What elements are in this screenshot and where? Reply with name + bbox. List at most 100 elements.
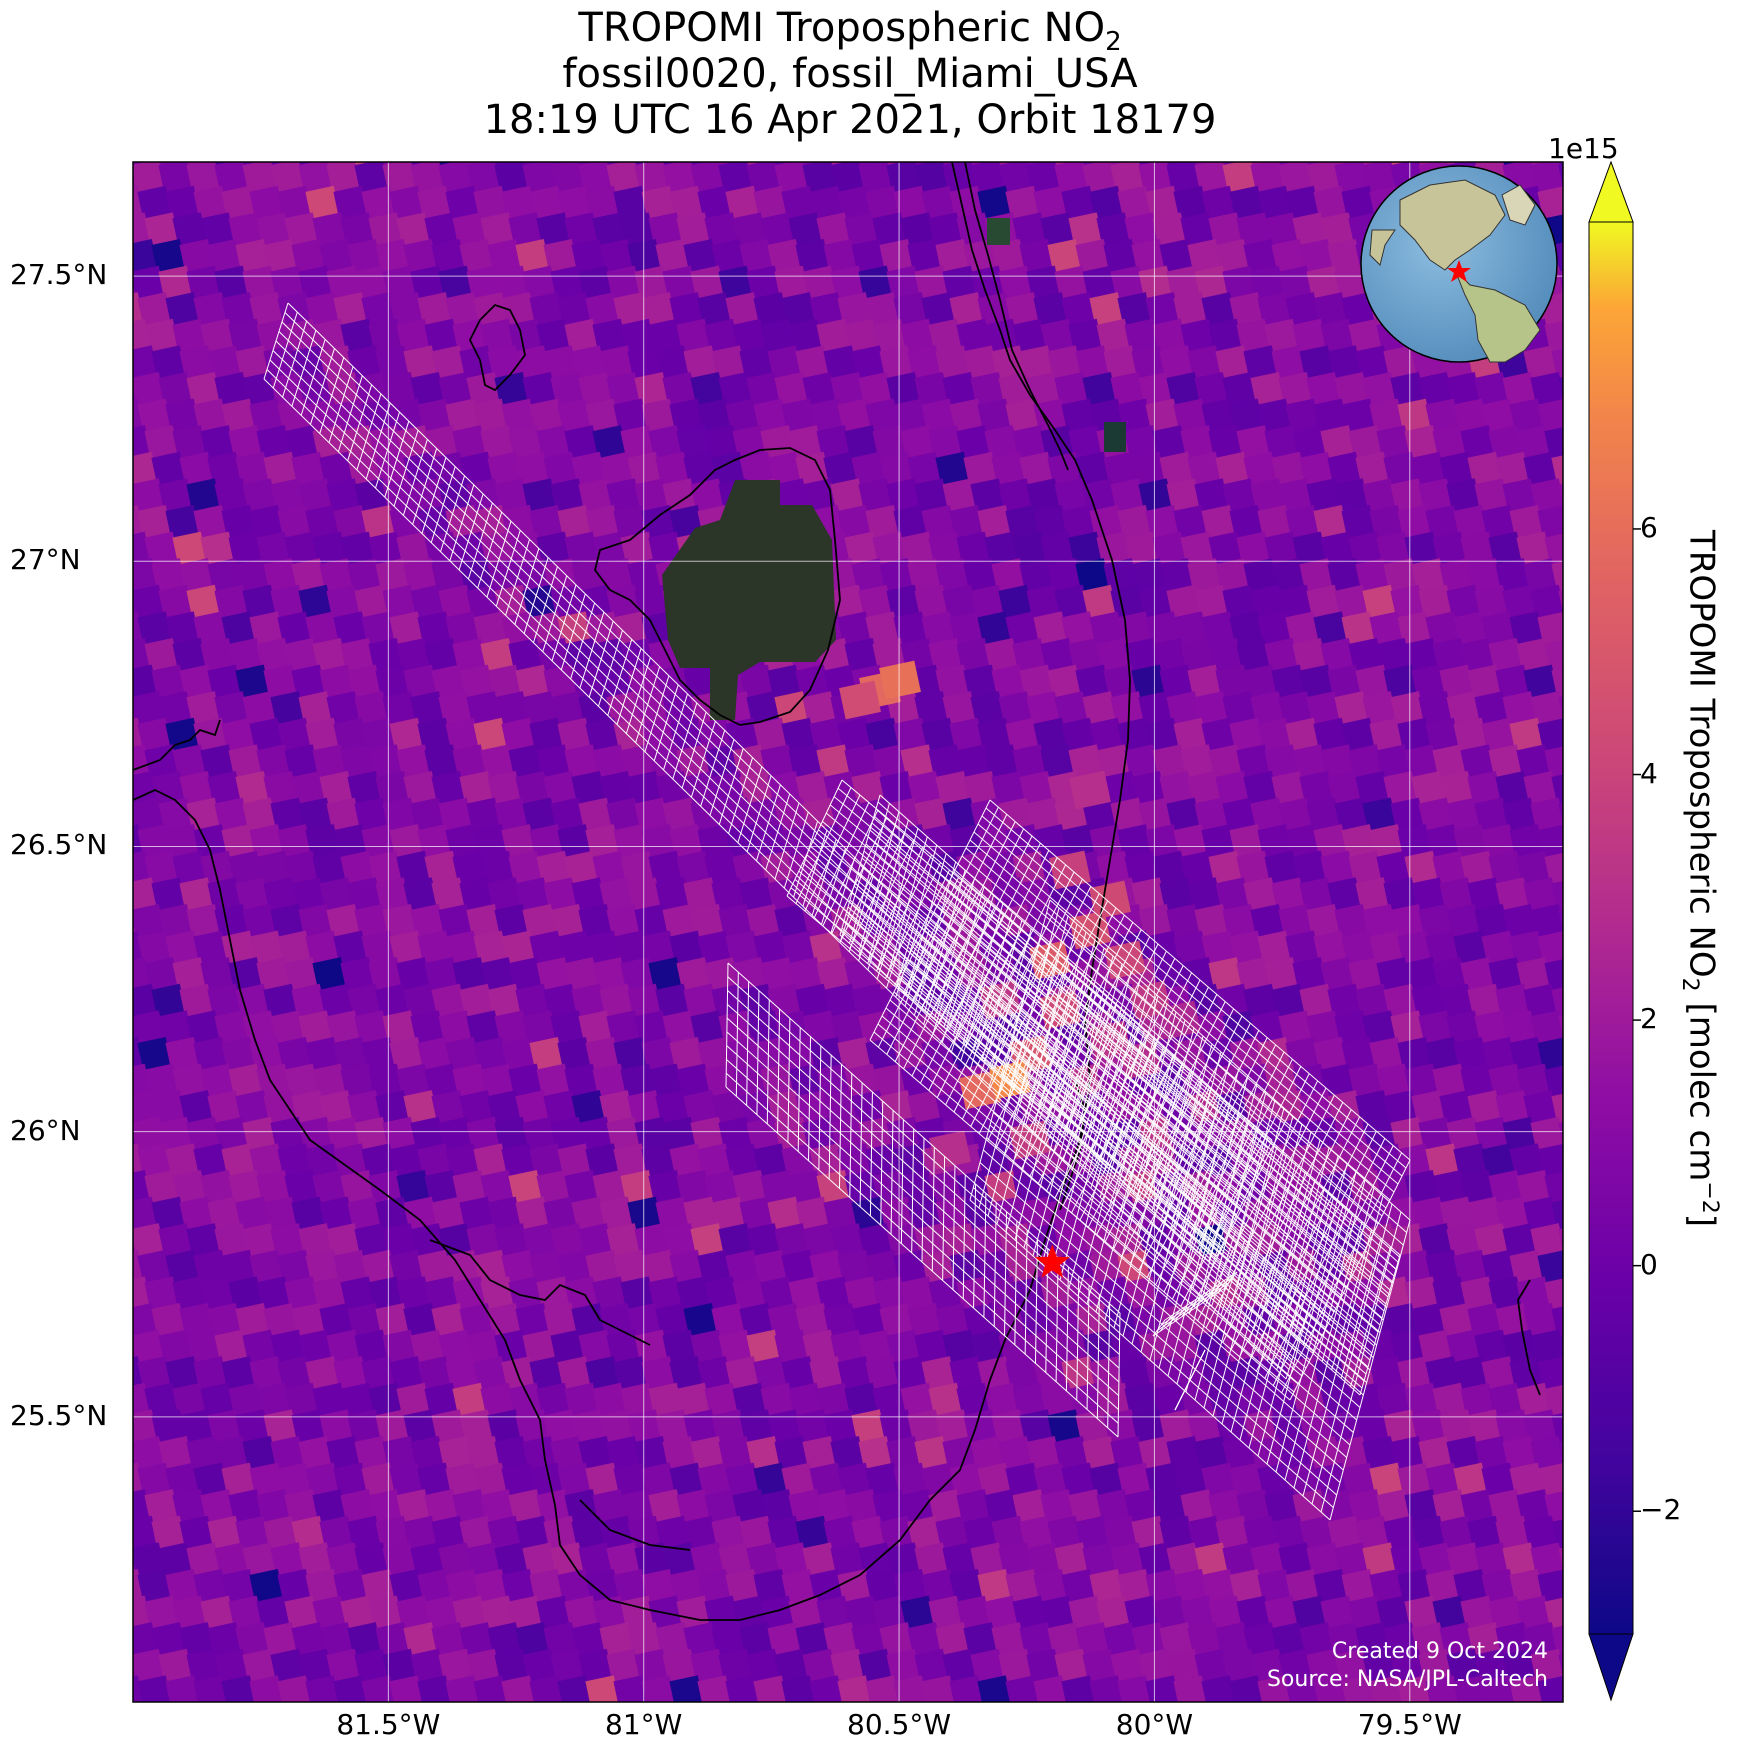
no2-pixel bbox=[438, 265, 473, 300]
no2-pixel bbox=[893, 504, 928, 539]
no2-pixel bbox=[984, 1701, 1019, 1702]
no2-pixel bbox=[277, 504, 312, 539]
no2-pixel bbox=[1684, 319, 1718, 352]
no2-pixel bbox=[1047, 558, 1082, 592]
no2-pixel bbox=[1264, 1701, 1299, 1702]
no2-pixel bbox=[1215, 664, 1250, 699]
no2-pixel bbox=[543, 664, 578, 699]
no2-pixel bbox=[1320, 212, 1355, 246]
no2-pixel bbox=[172, 744, 207, 778]
no2-pixel bbox=[865, 185, 900, 220]
no2-pixel bbox=[718, 162, 753, 193]
no2-pixel bbox=[445, 292, 480, 326]
credits-created: Created 9 Oct 2024 bbox=[1331, 1639, 1548, 1664]
no2-pixel bbox=[172, 1701, 207, 1702]
no2-pixel bbox=[186, 584, 221, 619]
no2-pixel bbox=[781, 185, 816, 220]
no2-pixel bbox=[1537, 717, 1563, 752]
colorbar-tick-label: 2 bbox=[1640, 1002, 1658, 1036]
no2-pixel bbox=[725, 1675, 760, 1702]
no2-pixel bbox=[907, 345, 942, 379]
no2-pixel bbox=[1250, 584, 1285, 619]
credits-source: Source: NASA/JPL-Caltech bbox=[1266, 1667, 1548, 1692]
no2-pixel bbox=[179, 770, 214, 805]
no2-pixel bbox=[200, 1701, 235, 1702]
no2-pixel bbox=[1642, 691, 1676, 724]
no2-pixel bbox=[1467, 451, 1502, 486]
colorbar-tick-label: 0 bbox=[1640, 1247, 1658, 1281]
no2-pixel bbox=[837, 504, 872, 539]
no2-pixel bbox=[1026, 478, 1061, 512]
no2-pixel bbox=[648, 531, 683, 566]
no2-pixel bbox=[844, 531, 879, 566]
no2-pixel bbox=[389, 185, 424, 220]
no2-pixel bbox=[1635, 239, 1669, 272]
no2-pixel bbox=[256, 212, 291, 246]
no2-pixel bbox=[1544, 744, 1563, 778]
no2-pixel bbox=[263, 664, 298, 699]
no2-pixel bbox=[249, 292, 284, 326]
no2-pixel bbox=[907, 162, 942, 167]
no2-pixel bbox=[564, 212, 599, 246]
no2-pixel bbox=[508, 212, 543, 246]
no2-pixel bbox=[1033, 398, 1068, 433]
no2-pixel bbox=[1397, 717, 1432, 752]
no2-pixel bbox=[998, 265, 1033, 300]
no2-pixel bbox=[725, 717, 760, 752]
no2-pixel bbox=[133, 162, 165, 193]
no2-pixel bbox=[1684, 1596, 1718, 1629]
no2-pixel bbox=[445, 185, 480, 220]
no2-pixel bbox=[1663, 133, 1697, 166]
no2-pixel bbox=[1138, 584, 1173, 619]
no2-pixel bbox=[144, 318, 179, 353]
no2-pixel bbox=[88, 532, 122, 565]
no2-pixel bbox=[802, 162, 837, 193]
no2-pixel bbox=[133, 770, 158, 805]
no2-pixel bbox=[886, 371, 921, 406]
no2-pixel bbox=[767, 162, 802, 167]
no2-pixel bbox=[998, 478, 1033, 512]
no2-pixel bbox=[277, 611, 312, 645]
no2-pixel bbox=[585, 292, 620, 326]
no2-pixel bbox=[221, 292, 256, 326]
no2-pixel bbox=[1369, 611, 1404, 645]
no2-pixel bbox=[1082, 691, 1117, 725]
no2-pixel bbox=[1306, 584, 1341, 619]
no2-pixel bbox=[935, 664, 970, 699]
no2-pixel bbox=[133, 371, 137, 406]
no2-pixel bbox=[424, 318, 459, 353]
no2-pixel bbox=[1152, 212, 1187, 246]
no2-pixel bbox=[1327, 451, 1362, 486]
no2-pixel bbox=[1236, 744, 1271, 778]
no2-pixel bbox=[592, 531, 627, 566]
no2-pixel bbox=[1677, 1356, 1711, 1389]
no2-pixel bbox=[788, 425, 823, 459]
no2-pixel bbox=[494, 162, 529, 193]
no2-pixel bbox=[200, 318, 235, 353]
no2-pixel bbox=[1236, 425, 1271, 459]
no2-pixel bbox=[368, 744, 403, 778]
no2-pixel bbox=[641, 1675, 676, 1702]
no2-pixel bbox=[963, 451, 998, 486]
no2-pixel bbox=[613, 292, 648, 326]
no2-pixel bbox=[326, 162, 361, 193]
no2-pixel bbox=[893, 717, 928, 752]
no2-pixel bbox=[1348, 744, 1383, 778]
no2-pixel bbox=[1278, 265, 1313, 300]
no2-pixel bbox=[893, 611, 928, 645]
no2-pixel bbox=[1635, 1409, 1669, 1442]
no2-pixel bbox=[480, 318, 515, 353]
no2-pixel bbox=[88, 212, 122, 245]
no2-pixel bbox=[298, 162, 333, 193]
no2-pixel bbox=[529, 185, 564, 220]
no2-pixel bbox=[1208, 425, 1243, 459]
no2-pixel bbox=[382, 691, 417, 725]
no2-pixel bbox=[1313, 611, 1348, 645]
no2-pixel bbox=[578, 584, 613, 619]
no2-pixel bbox=[1019, 664, 1054, 699]
no2-pixel bbox=[522, 265, 557, 300]
no2-pixel bbox=[627, 345, 662, 379]
no2-pixel bbox=[256, 744, 291, 778]
no2-pixel bbox=[1068, 744, 1103, 778]
no2-pixel bbox=[81, 186, 115, 219]
